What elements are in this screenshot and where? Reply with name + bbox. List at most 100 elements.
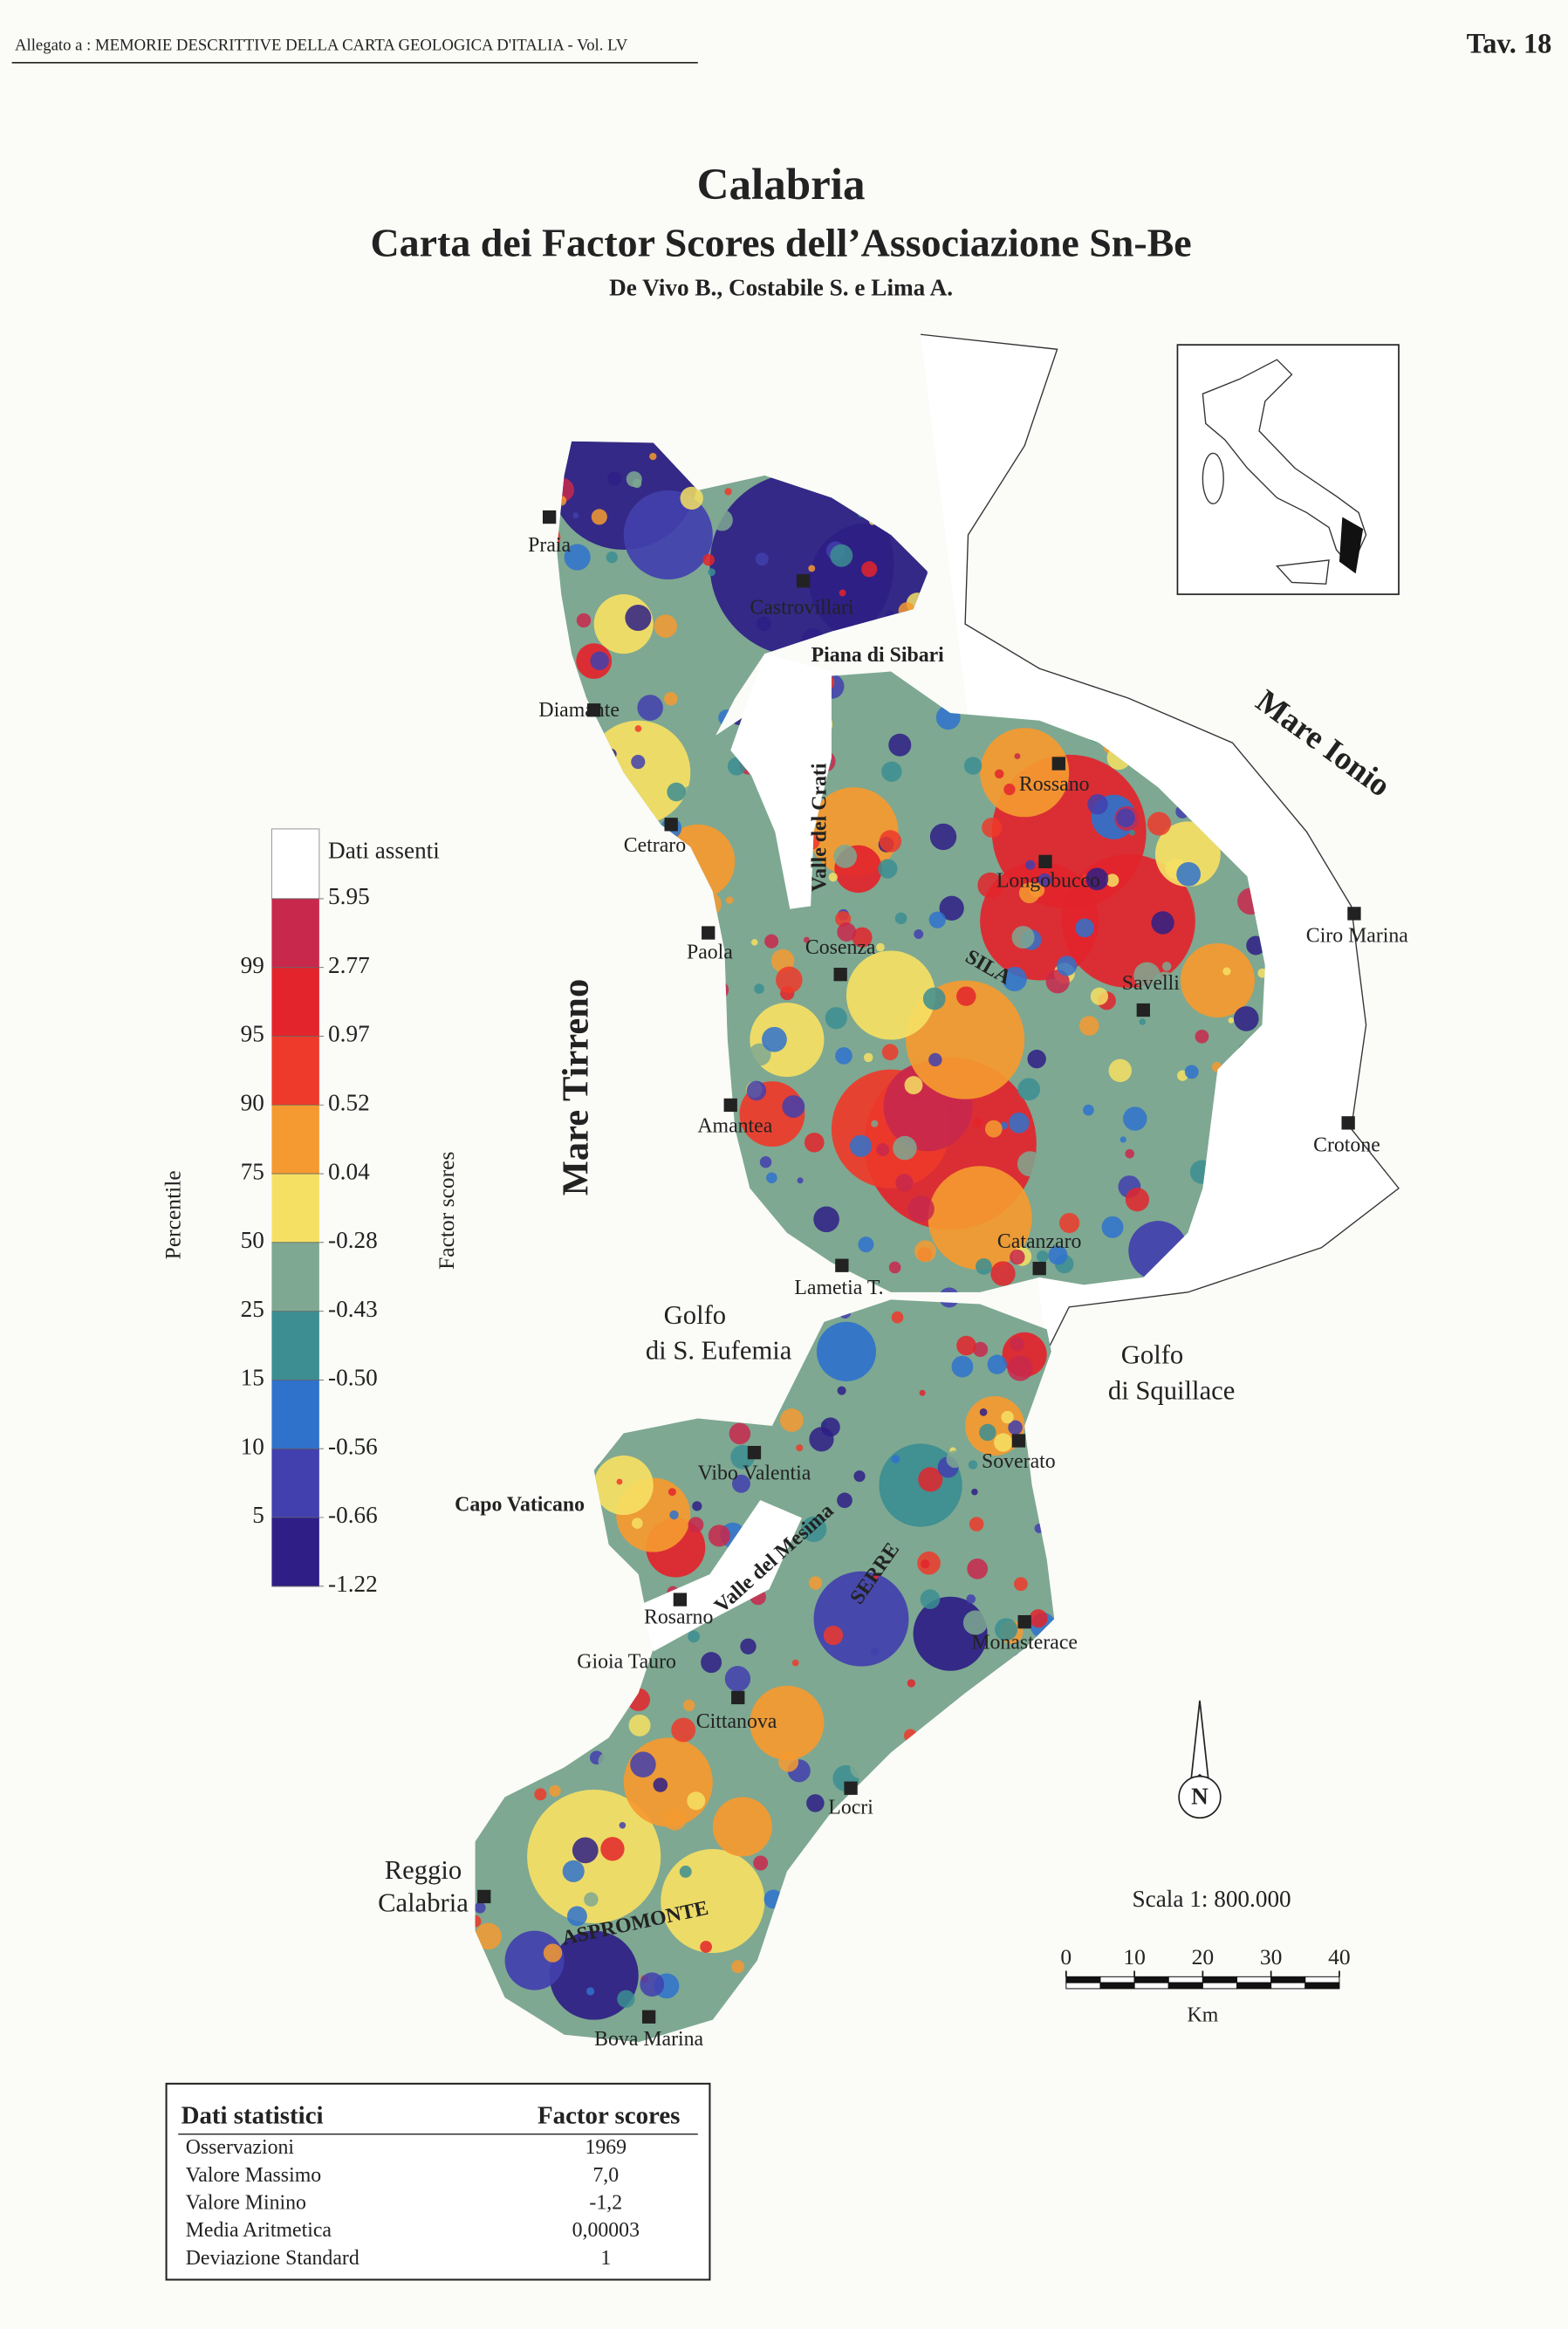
sea-label: Mare Ionio — [1250, 683, 1397, 804]
surface-speck — [1036, 1250, 1049, 1263]
surface-speck — [598, 1751, 617, 1771]
surface-speck — [1154, 1474, 1181, 1501]
surface-speck — [650, 1437, 663, 1449]
surface-patch — [712, 1797, 772, 1857]
legend-swatch — [271, 1311, 319, 1380]
surface-speck — [987, 1354, 1007, 1374]
surface-speck — [888, 733, 912, 757]
surface-speck — [516, 1063, 524, 1071]
surface-speck — [1123, 1106, 1147, 1131]
surface-speck — [946, 1450, 964, 1469]
surface-speck — [729, 1422, 751, 1445]
surface-speck — [1222, 967, 1231, 976]
surface-speck — [565, 1424, 574, 1434]
surface-speck — [1024, 508, 1045, 529]
legend-break-label: -0.56 — [328, 1433, 378, 1459]
percentile-label: 10 — [241, 1433, 264, 1459]
place-label: di S. Eufemia — [646, 1336, 792, 1366]
surface-speck — [1120, 1136, 1126, 1143]
surface-speck — [1254, 1792, 1264, 1803]
scale-segment — [1099, 1982, 1135, 1990]
surface-speck — [881, 761, 902, 782]
surface-speck — [640, 1972, 665, 1997]
surface-speck — [839, 1306, 852, 1319]
surface-speck — [893, 1135, 917, 1161]
surface-speck — [835, 1047, 852, 1065]
surface-speck — [994, 1433, 1013, 1452]
surface-speck — [1042, 1727, 1055, 1740]
surface-speck — [919, 1389, 926, 1396]
surface-speck — [830, 544, 853, 567]
surface-speck — [605, 748, 617, 761]
surface-speck — [1218, 1292, 1245, 1319]
surface-speck — [608, 958, 623, 973]
surface-speck — [556, 1418, 579, 1441]
stats-name: Valore Minino — [186, 2192, 306, 2215]
no-data-label: Dati assenti — [328, 837, 440, 863]
place-label: Calabria — [378, 1888, 469, 1918]
legend-swatch — [271, 1449, 319, 1518]
surface-speck — [1049, 546, 1059, 558]
surface-speck — [876, 1820, 902, 1846]
surface-speck — [954, 1784, 974, 1804]
surface-speck — [1146, 1508, 1153, 1515]
surface-speck — [1125, 1188, 1149, 1212]
surface-speck — [607, 471, 622, 486]
surface-speck — [1178, 1504, 1199, 1524]
surface-speck — [1002, 967, 1027, 992]
surface-speck — [859, 1824, 880, 1845]
surface-speck — [541, 1450, 556, 1465]
percentile-title: Percentile — [161, 1170, 186, 1259]
surface-speck — [930, 2003, 948, 2020]
surface-speck — [692, 1089, 716, 1113]
inset-sicily — [1276, 559, 1330, 585]
surface-speck — [929, 823, 957, 851]
place-label: Cittanova — [696, 1710, 777, 1733]
place-label: di Squillace — [1108, 1376, 1235, 1406]
surface-speck — [1144, 1522, 1162, 1540]
surface-speck — [595, 1620, 608, 1634]
scale-tick-label: 40 — [1328, 1944, 1351, 1969]
surface-speck — [1027, 1923, 1034, 1930]
surface-speck — [1011, 926, 1035, 949]
surface-speck — [1172, 612, 1185, 625]
surface-speck — [543, 1943, 563, 1963]
legend-break-label: -0.43 — [328, 1296, 378, 1322]
surface-speck — [1017, 1078, 1041, 1101]
surface-speck — [787, 1976, 801, 1990]
surface-speck — [969, 1517, 984, 1531]
surface-speck — [578, 833, 598, 854]
town-marker — [587, 703, 601, 717]
surface-speck — [839, 2017, 855, 2033]
surface-speck — [1182, 1473, 1190, 1481]
surface-speck — [1250, 1498, 1265, 1515]
surface-speck — [837, 1492, 852, 1509]
surface-speck — [1037, 1736, 1053, 1752]
surface-speck — [1181, 632, 1192, 644]
surface-speck — [649, 452, 657, 461]
surface-speck — [799, 1973, 825, 1999]
place-label: Paola — [687, 941, 733, 963]
surface-speck — [867, 500, 884, 517]
surface-speck — [1172, 1860, 1197, 1885]
stats-value: 1969 — [585, 2136, 627, 2159]
percentile-label: 25 — [241, 1296, 264, 1322]
surface-speck — [1056, 1848, 1064, 1856]
surface-speck — [764, 934, 779, 949]
surface-speck — [796, 1444, 804, 1452]
surface-speck — [637, 695, 663, 721]
surface-speck — [804, 1132, 825, 1153]
town-marker — [477, 1889, 491, 1904]
surface-speck — [493, 1787, 503, 1796]
surface-speck — [532, 1085, 543, 1094]
surface-speck — [1085, 1953, 1102, 1970]
surface-speck — [994, 769, 1004, 779]
surface-speck — [1013, 1653, 1029, 1668]
place-label: Soverato — [982, 1450, 1056, 1473]
surface-speck — [1099, 1460, 1120, 1481]
surface-speck — [1046, 1888, 1071, 1913]
surface-speck — [808, 565, 816, 572]
surface-speck — [1102, 1702, 1124, 1723]
surface-speck — [858, 1236, 874, 1253]
surface-speck — [503, 1827, 524, 1848]
